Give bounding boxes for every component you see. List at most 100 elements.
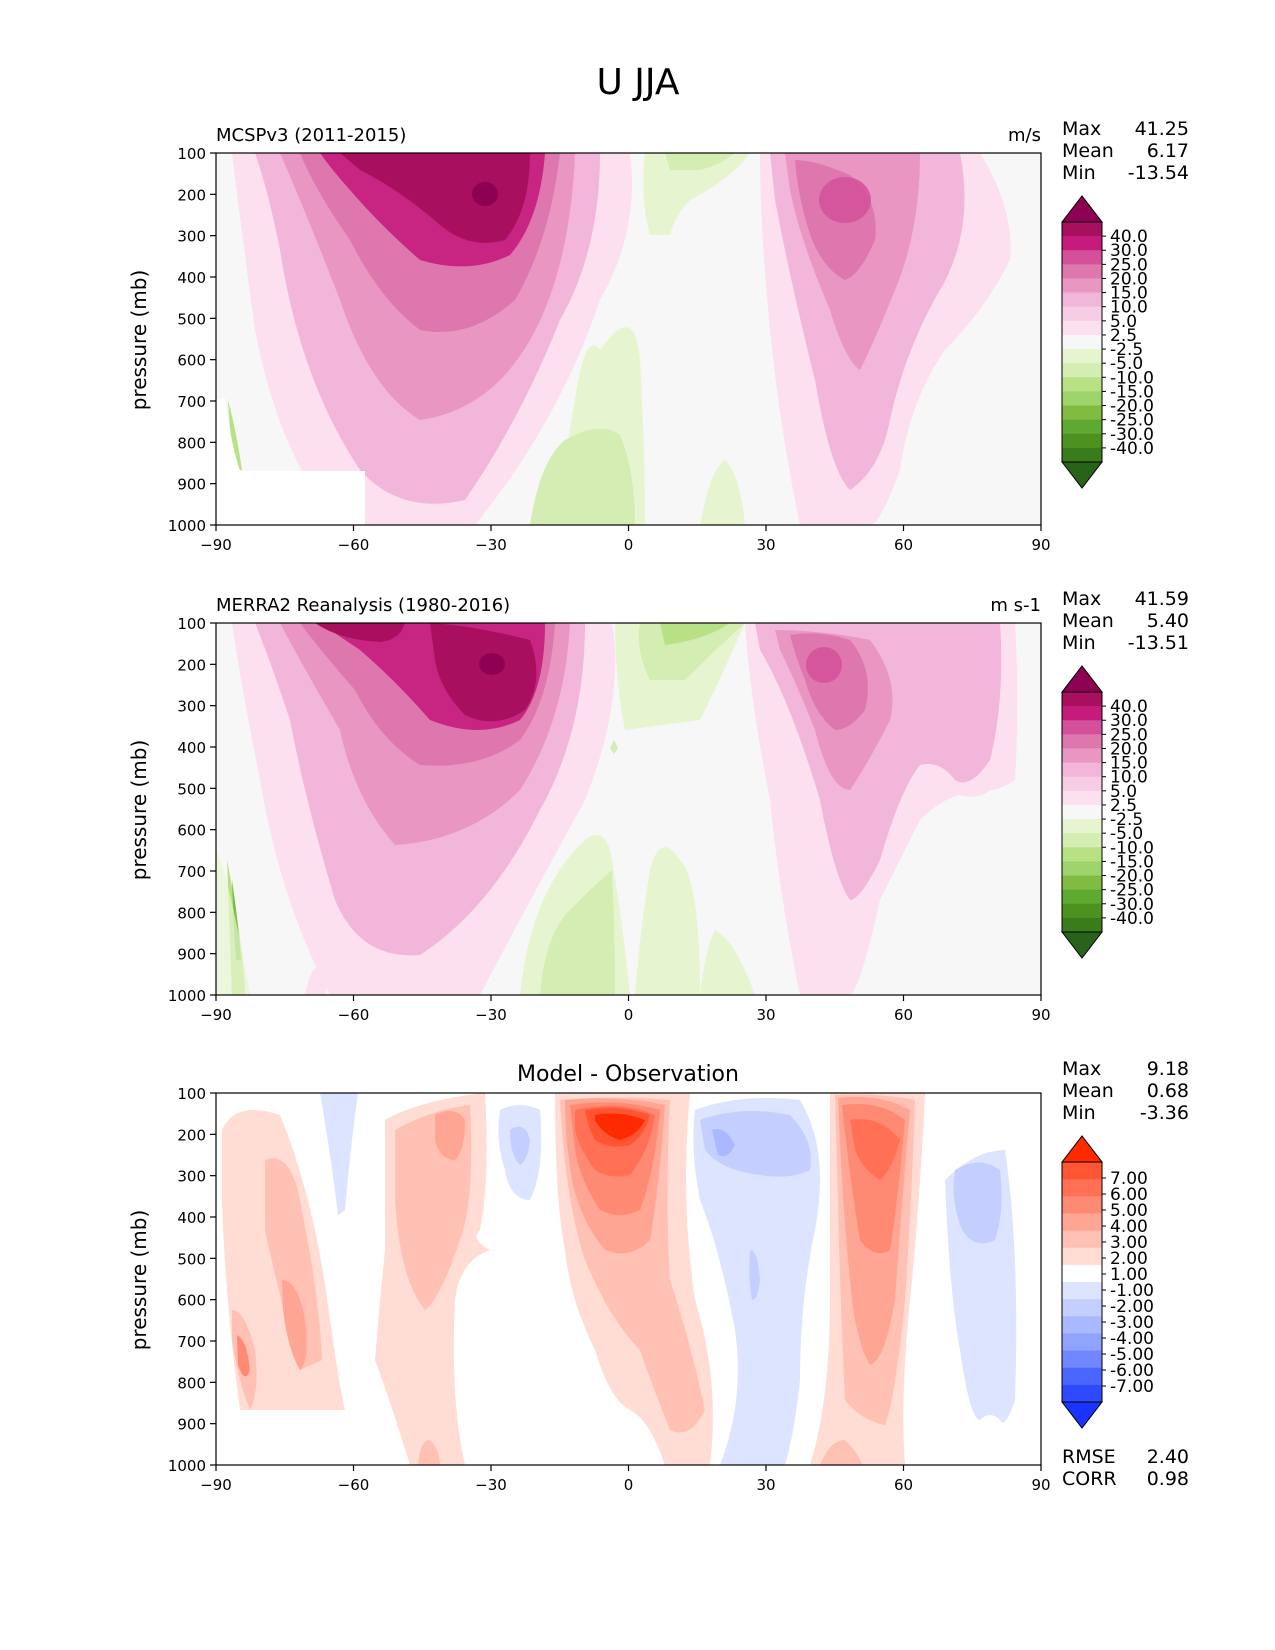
stat-value: 9.18	[1147, 1058, 1189, 1080]
y-tick-label: 800	[177, 434, 206, 452]
colorbar-swatch	[1062, 264, 1102, 280]
x-axis: −90 −60 −30 0 30 60 90	[200, 995, 1051, 1024]
y-tick-label: 1000	[168, 517, 206, 535]
colorbar-tick-label: -2.5	[1110, 810, 1143, 830]
stat-label: Min	[1062, 632, 1096, 654]
colorbar-tick-label: -25.0	[1110, 411, 1154, 431]
colorbar-tick-label: 2.5	[1110, 326, 1137, 346]
x-tick-label: −60	[338, 536, 370, 554]
stat-label: Mean	[1062, 140, 1114, 162]
colorbar-tick-label: 25.0	[1110, 255, 1148, 275]
y-tick-label: 400	[177, 269, 206, 287]
colorbar-tick-label: -25.0	[1110, 881, 1154, 901]
figure-title: U JJA	[596, 62, 679, 103]
x-tick-label: 60	[894, 1006, 913, 1024]
y-tick-label: 300	[177, 698, 206, 716]
y-axis: 100 200 300 400 500 600 700 800 900 1000	[168, 1085, 216, 1475]
colorbar-frame	[1061, 221, 1103, 463]
x-tick-label: −90	[200, 536, 232, 554]
y-tick-label: 300	[177, 228, 206, 246]
x-tick-label: 90	[1031, 536, 1050, 554]
y-tick-label: 600	[177, 352, 206, 370]
colorbar-swatch	[1062, 819, 1102, 834]
x-axis: −90 −60 −30 0 30 60 90	[200, 1465, 1051, 1494]
x-tick-label: −90	[200, 1006, 232, 1024]
y-tick-label: 600	[177, 822, 206, 840]
colorbar-tick-label: 10.0	[1110, 768, 1148, 788]
colorbar-swatch	[1062, 236, 1102, 251]
x-tick-label: 0	[624, 536, 634, 554]
colorbar-tick-label: 30.0	[1110, 241, 1148, 261]
y-tick-label: 300	[177, 1168, 206, 1186]
colorbar-swatch	[1062, 734, 1102, 750]
colorbar-tick-label: 10.0	[1110, 298, 1148, 318]
colorbar-tick-label: 3.00	[1110, 1233, 1148, 1253]
colorbar-model: 40.030.025.020.015.010.05.02.5-2.5-5.0-1…	[1060, 195, 1154, 489]
colorbar-tick-label: 20.0	[1110, 739, 1148, 759]
colorbar-extend-min	[1060, 931, 1104, 959]
colorbar-tick-label: -4.00	[1110, 1329, 1154, 1349]
x-tick-label: 0	[624, 1006, 634, 1024]
stat-label: RMSE	[1062, 1446, 1116, 1468]
colorbar-swatch	[1062, 447, 1102, 463]
y-axis: 100 200 300 400 500 600 700 800 900 1000	[168, 615, 216, 1005]
y-tick-label: 200	[177, 1126, 206, 1144]
colorbar-swatch	[1062, 1299, 1102, 1317]
colorbar-tick-label: -30.0	[1110, 425, 1154, 445]
colorbar-swatch	[1062, 790, 1102, 806]
stat-value: 5.40	[1147, 610, 1189, 632]
colorbar-swatch	[1062, 419, 1102, 435]
x-tick-label: −90	[200, 1476, 232, 1494]
x-tick-label: 30	[756, 536, 775, 554]
colorbar-tick-label: 40.0	[1110, 227, 1148, 247]
colorbar-swatch	[1062, 720, 1102, 735]
y-tick-label: 1000	[168, 1457, 206, 1475]
colorbar-swatch	[1062, 334, 1102, 350]
colorbar-swatch	[1062, 776, 1102, 792]
colorbar-tick-label: -40.0	[1110, 439, 1154, 459]
colorbar-swatch	[1062, 833, 1102, 848]
contour-field-diff	[216, 1093, 1041, 1465]
colorbar-swatch	[1062, 861, 1102, 877]
y-tick-label: 100	[177, 1085, 206, 1103]
colorbar-swatch	[1062, 804, 1102, 820]
stat-label: Mean	[1062, 1080, 1114, 1102]
colorbar-extend-max	[1060, 665, 1104, 693]
colorbar-swatch	[1062, 1247, 1102, 1266]
stat-label: Min	[1062, 1102, 1096, 1124]
contour-field-obs	[216, 623, 1041, 995]
colorbar-tick-label: -40.0	[1110, 909, 1154, 929]
colorbar-tick-label: -10.0	[1110, 838, 1154, 858]
colorbar-tick-label: 15.0	[1110, 284, 1148, 304]
x-tick-label: 90	[1031, 1006, 1050, 1024]
y-tick-label: 700	[177, 863, 206, 881]
stat-value: 0.68	[1147, 1080, 1189, 1102]
colorbar-swatch	[1062, 903, 1102, 919]
y-tick-label: 700	[177, 393, 206, 411]
colorbar-tick-label: -5.0	[1110, 354, 1143, 374]
x-tick-label: −60	[338, 1006, 370, 1024]
panel-units: m/s	[1008, 125, 1041, 146]
stats-block: Max 41.59 Mean 5.40 Min -13.51	[1062, 588, 1189, 654]
stat-label: Min	[1062, 162, 1096, 184]
colorbar-swatch	[1062, 349, 1102, 364]
y-tick-label: 500	[177, 1250, 206, 1268]
stat-value: -13.51	[1128, 632, 1189, 654]
y-axis-label: pressure (mb)	[127, 270, 151, 411]
panel-units: m s-1	[990, 595, 1041, 616]
y-tick-label: 900	[177, 476, 206, 494]
colorbar-swatch	[1062, 889, 1102, 905]
colorbar-tick-label: -7.00	[1110, 1377, 1154, 1397]
panel-center-title: Model - Observation	[517, 1062, 739, 1087]
colorbar-tick-label: -1.00	[1110, 1281, 1154, 1301]
stat-label: Max	[1062, 588, 1101, 610]
colorbar-tick-label: -15.0	[1110, 382, 1154, 402]
contour-field-model	[216, 153, 1041, 525]
colorbar-swatch	[1062, 278, 1102, 294]
colorbar-tick-label: -15.0	[1110, 852, 1154, 872]
colorbar-tick-label: 5.00	[1110, 1201, 1148, 1221]
y-tick-label: 400	[177, 739, 206, 757]
